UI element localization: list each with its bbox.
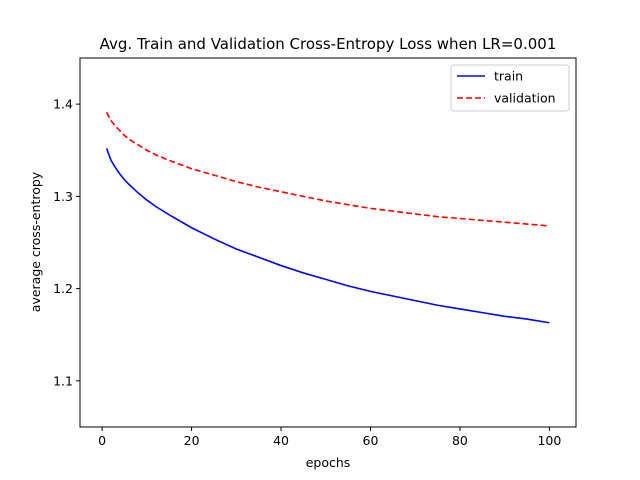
y-axis-label: average cross-entropy	[28, 171, 43, 312]
legend-label-train: train	[494, 69, 523, 84]
legend: train validation	[450, 64, 570, 112]
plot-area: 0 20 40 60 80 100 1.1 1.2 1.3 1.4	[53, 57, 577, 448]
x-tick-label: 80	[452, 433, 468, 448]
x-axis-label: epochs	[306, 455, 351, 470]
series-line-validation	[105, 112, 550, 227]
y-tick-label: 1.2	[53, 281, 73, 296]
y-tick-label: 1.1	[53, 373, 73, 388]
x-tick-label: 100	[537, 433, 561, 448]
x-tick-label: 0	[98, 433, 106, 448]
series-line-train	[105, 148, 550, 324]
y-tick-label: 1.4	[53, 97, 73, 112]
x-tick-label: 40	[273, 433, 289, 448]
x-tick-label: 60	[363, 433, 379, 448]
plot-frame	[79, 57, 577, 428]
y-tick-label: 1.3	[53, 189, 73, 204]
x-tick-label: 20	[184, 433, 200, 448]
legend-label-validation: validation	[494, 91, 556, 106]
chart-title: Avg. Train and Validation Cross-Entropy …	[100, 35, 557, 53]
